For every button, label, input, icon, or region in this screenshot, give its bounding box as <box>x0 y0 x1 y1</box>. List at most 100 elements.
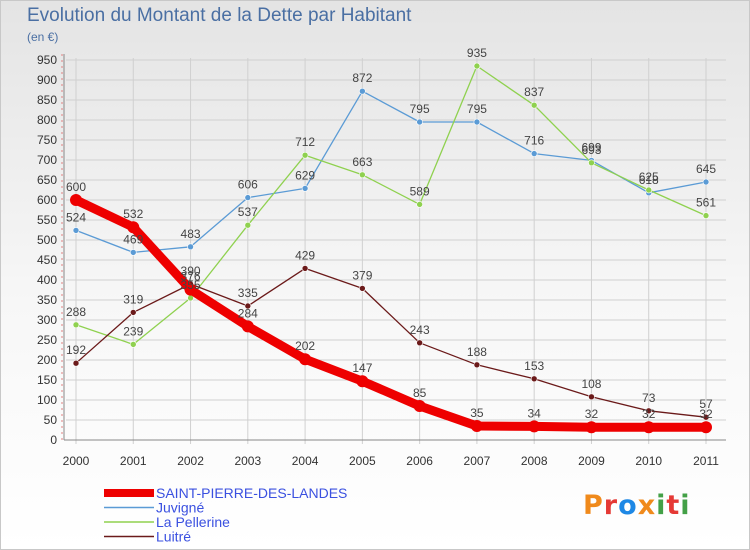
x-tick-label: 2010 <box>635 454 662 468</box>
data-point <box>528 420 541 433</box>
data-label: 147 <box>352 361 372 375</box>
data-label: 600 <box>66 180 86 194</box>
data-label: 153 <box>524 359 544 373</box>
data-point <box>244 194 252 201</box>
data-point <box>72 359 80 367</box>
y-tick-label: 800 <box>37 113 57 127</box>
y-tick-label: 750 <box>37 133 57 147</box>
series-line <box>75 267 707 418</box>
data-label: 390 <box>181 264 201 278</box>
y-tick-label: 400 <box>37 273 57 287</box>
data-label: 85 <box>413 386 427 400</box>
x-tick-label: 2001 <box>120 454 147 468</box>
data-label: 35 <box>470 406 484 420</box>
data-label: 589 <box>410 184 430 198</box>
data-label: 376 <box>181 270 201 284</box>
x-tick-label: 2003 <box>234 454 261 468</box>
data-point <box>702 178 710 186</box>
data-point <box>473 62 481 70</box>
data-label: 32 <box>585 407 599 421</box>
series-line <box>71 195 711 432</box>
data-point <box>473 118 481 126</box>
data-point <box>700 421 712 434</box>
legend-label: Luitré <box>156 529 191 545</box>
y-tick-label: 600 <box>37 193 57 207</box>
y-tick-label: 350 <box>37 293 57 307</box>
data-point <box>588 393 595 401</box>
data-point <box>416 118 423 126</box>
data-label: 561 <box>696 196 716 210</box>
series-lines <box>70 62 712 434</box>
chart-subtitle: (en €) <box>27 30 59 44</box>
y-tick-label: 450 <box>37 253 57 267</box>
data-point <box>72 227 80 234</box>
data-point <box>359 171 366 179</box>
data-label: 73 <box>642 391 656 405</box>
data-point <box>530 101 538 109</box>
data-label: 57 <box>699 397 713 411</box>
data-point <box>359 87 366 95</box>
data-point <box>470 420 483 432</box>
x-tick-label: 2009 <box>578 454 605 468</box>
x-tick-label: 2008 <box>521 454 548 468</box>
y-tick-label: 850 <box>37 93 57 107</box>
axes: 0 50 100 150 200 250 300 350 400 450 500 550 600 650 7… <box>37 53 726 468</box>
data-label: 537 <box>238 205 258 219</box>
data-label: 699 <box>581 140 601 154</box>
x-tick-label: 2006 <box>406 454 433 468</box>
data-labels: 524 469 483 606 629 872 795 795 716 699 618 645 288 2… <box>66 46 716 421</box>
data-label: 32 <box>642 407 656 421</box>
data-point <box>187 243 194 251</box>
data-point <box>702 413 710 421</box>
data-label: 935 <box>467 46 487 60</box>
x-tick-label: 2000 <box>63 454 90 468</box>
data-label: 795 <box>467 102 487 116</box>
data-label: 34 <box>528 406 542 420</box>
data-point <box>645 407 653 415</box>
series-line <box>75 90 707 254</box>
data-label: 108 <box>581 377 601 391</box>
logo-letter: i <box>680 490 691 521</box>
data-label: 618 <box>639 173 659 187</box>
x-tick-label: 2005 <box>349 454 376 468</box>
x-tick-label: 2007 <box>464 454 491 468</box>
data-label: 716 <box>524 134 544 148</box>
y-tick-label: 950 <box>37 53 57 67</box>
data-label: 524 <box>66 210 86 224</box>
data-point <box>585 421 598 434</box>
data-label: 429 <box>295 248 315 262</box>
data-label: 355 <box>181 278 201 292</box>
y-tick-label: 900 <box>37 73 57 87</box>
data-label: 319 <box>123 292 143 306</box>
data-label: 202 <box>295 339 315 353</box>
data-point <box>241 320 254 333</box>
data-point <box>184 283 197 296</box>
x-tick-label: 2004 <box>292 454 319 468</box>
data-label: 712 <box>295 135 315 149</box>
grid <box>66 58 726 444</box>
y-tick-label: 500 <box>37 233 57 247</box>
data-point <box>473 361 481 369</box>
data-label: 239 <box>123 324 143 338</box>
y-tick-label: 50 <box>44 413 58 427</box>
data-label: 284 <box>238 306 258 320</box>
data-point <box>72 321 80 329</box>
legend-label: SAINT-PIERRE-DES-LANDES <box>156 485 347 501</box>
data-point <box>244 221 252 229</box>
data-point <box>645 186 653 194</box>
data-label: 795 <box>410 102 430 116</box>
y-tick-label: 250 <box>37 333 57 347</box>
data-label: 243 <box>410 323 430 337</box>
data-label: 629 <box>295 168 315 182</box>
data-point <box>129 309 137 316</box>
data-label: 606 <box>238 178 258 192</box>
y-tick-label: 100 <box>37 393 57 407</box>
proxiti-logo: Proxiti <box>583 490 691 521</box>
data-label: 625 <box>639 170 659 184</box>
data-point <box>642 421 655 434</box>
x-tick-label: 2011 <box>693 454 719 468</box>
data-label: 379 <box>352 268 372 282</box>
data-label: 288 <box>66 305 86 319</box>
data-label: 483 <box>181 227 201 241</box>
